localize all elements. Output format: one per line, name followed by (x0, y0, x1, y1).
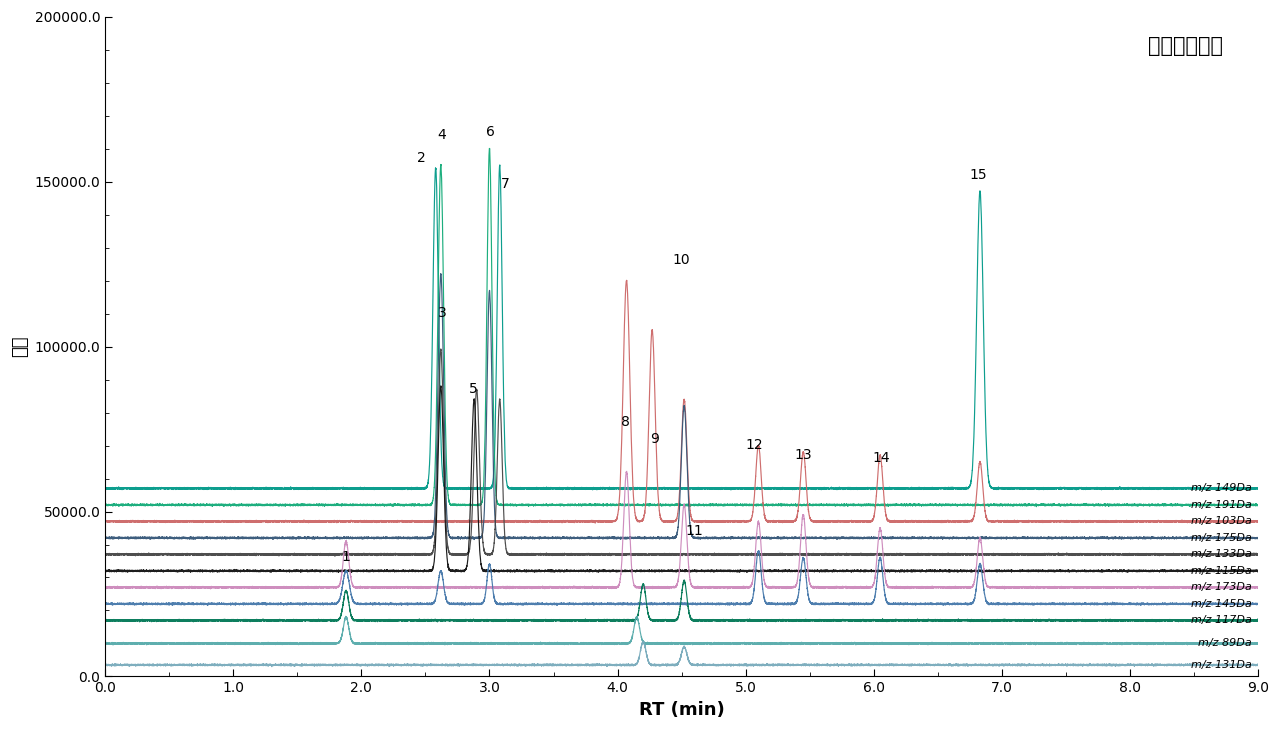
Text: m/z 103Da: m/z 103Da (1190, 516, 1252, 526)
Text: m/z 175Da: m/z 175Da (1190, 533, 1252, 543)
Text: 14: 14 (873, 451, 890, 465)
Text: 8: 8 (621, 415, 630, 429)
Text: m/z 115Da: m/z 115Da (1190, 566, 1252, 576)
Text: 15: 15 (970, 168, 987, 182)
Text: m/z 145Da: m/z 145Da (1190, 599, 1252, 609)
Text: 有机酸标准品: 有机酸标准品 (1148, 36, 1224, 56)
Text: m/z 117Da: m/z 117Da (1190, 615, 1252, 626)
Text: 3: 3 (438, 306, 447, 320)
Text: m/z 149Da: m/z 149Da (1190, 483, 1252, 493)
Text: m/z 191Da: m/z 191Da (1190, 500, 1252, 510)
Text: 5: 5 (468, 382, 477, 396)
Text: 1: 1 (342, 550, 351, 564)
Text: 9: 9 (650, 431, 659, 445)
Text: 4: 4 (438, 128, 447, 142)
X-axis label: RT (min): RT (min) (639, 701, 724, 719)
Y-axis label: 响应: 响应 (12, 336, 29, 357)
Text: m/z 173Da: m/z 173Da (1190, 583, 1252, 592)
Text: 11: 11 (686, 524, 703, 538)
Text: m/z 133Da: m/z 133Da (1190, 550, 1252, 559)
Text: 10: 10 (673, 253, 690, 267)
Text: 2: 2 (417, 151, 426, 165)
Text: 13: 13 (795, 448, 812, 462)
Text: 6: 6 (486, 125, 495, 139)
Text: 12: 12 (746, 438, 763, 452)
Text: 7: 7 (500, 177, 509, 191)
Text: m/z 131Da: m/z 131Da (1190, 660, 1252, 670)
Text: m/z 89Da: m/z 89Da (1198, 639, 1252, 648)
